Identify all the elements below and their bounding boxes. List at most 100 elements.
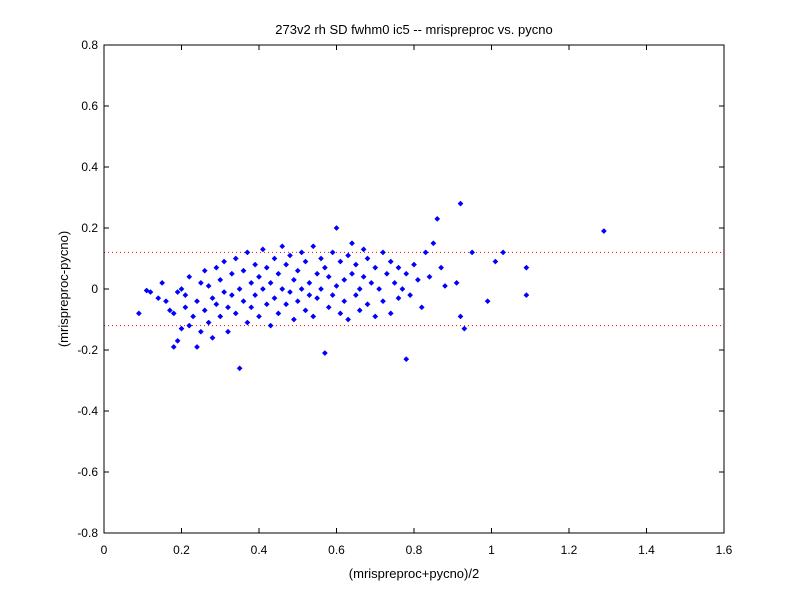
data-point (159, 279, 166, 286)
y-tick-label: 0.8 (81, 38, 98, 52)
data-point (213, 301, 220, 308)
y-tick-label: -0.6 (77, 465, 98, 479)
data-point (209, 334, 216, 341)
data-point (213, 264, 220, 271)
data-point (267, 279, 274, 286)
data-point (263, 301, 270, 308)
data-point (256, 273, 262, 280)
data-point (345, 316, 352, 323)
data-point (283, 261, 290, 268)
data-point (395, 264, 402, 271)
data-point (174, 289, 181, 296)
data-point (275, 270, 282, 277)
data-point (221, 258, 228, 265)
data-point (287, 289, 293, 296)
data-point (356, 307, 363, 314)
data-point (256, 313, 262, 320)
data-point (457, 200, 464, 207)
data-point (418, 304, 425, 311)
data-point (298, 249, 305, 256)
data-point (135, 310, 142, 317)
data-points (135, 200, 607, 372)
data-point (368, 279, 375, 286)
data-point (457, 313, 464, 320)
data-point (500, 249, 507, 256)
data-point (186, 273, 193, 280)
x-tick-label: 1 (488, 543, 495, 557)
data-point (380, 249, 386, 256)
data-point (248, 279, 255, 286)
data-point (372, 313, 379, 320)
data-point (267, 322, 274, 329)
data-point (294, 298, 301, 305)
data-point (399, 286, 406, 292)
data-point (201, 307, 208, 314)
x-tick-label: 0.8 (406, 543, 423, 557)
data-point (182, 292, 189, 299)
data-point (228, 292, 235, 299)
y-axis-label: (mrispreproc-pycno) (56, 231, 71, 347)
data-point (469, 249, 476, 256)
plot-area (104, 45, 724, 533)
data-point (252, 292, 259, 299)
data-point (372, 264, 379, 271)
data-point (364, 255, 371, 262)
data-point (356, 286, 363, 292)
data-point (383, 270, 390, 277)
data-point (232, 255, 239, 262)
data-point (170, 343, 177, 350)
data-point (430, 240, 437, 247)
data-point (201, 267, 208, 274)
data-point (163, 298, 169, 305)
data-point (438, 264, 445, 271)
reference-lines (104, 251, 724, 327)
data-point (275, 310, 282, 317)
x-tick-label: 0.4 (251, 543, 268, 557)
data-point (302, 307, 309, 314)
data-point (236, 365, 243, 372)
data-point (178, 286, 185, 292)
data-point (182, 304, 189, 311)
data-point (252, 261, 259, 268)
data-point (279, 243, 286, 250)
data-point (360, 273, 367, 280)
data-point (318, 286, 324, 292)
data-point (147, 289, 154, 296)
data-point (170, 310, 177, 317)
data-point (197, 279, 204, 286)
data-point (279, 286, 286, 292)
data-point (190, 313, 197, 320)
data-point (155, 295, 162, 302)
data-point (248, 304, 255, 311)
data-point (329, 292, 336, 299)
y-tick-label: -0.2 (77, 343, 98, 357)
data-point (244, 249, 251, 256)
x-tick-label: 1.4 (638, 543, 655, 557)
data-point (240, 298, 247, 305)
x-tick-label: 0.2 (173, 543, 190, 557)
data-point (387, 258, 394, 265)
x-axis-label: (mrispreproc+pycno)/2 (349, 566, 479, 581)
data-point (166, 307, 173, 314)
data-point (310, 243, 317, 250)
data-point (345, 252, 352, 259)
data-point (380, 298, 386, 305)
data-point (287, 252, 293, 259)
data-point (244, 319, 251, 326)
chart-title: 273v2 rh SD fwhm0 ic5 -- mrispreproc vs.… (275, 22, 552, 37)
data-point (387, 310, 394, 317)
x-tick-label: 1.6 (716, 543, 733, 557)
data-point (298, 286, 305, 292)
data-point (523, 292, 530, 299)
data-point (360, 246, 367, 253)
data-point (325, 273, 332, 280)
data-point (422, 249, 429, 256)
y-tick-label: -0.8 (77, 526, 98, 540)
data-point (337, 258, 344, 265)
x-tick-label: 0 (101, 543, 108, 557)
data-point (523, 264, 530, 271)
data-point (314, 270, 321, 277)
data-point (217, 276, 224, 283)
data-point (310, 313, 317, 320)
data-point (194, 298, 200, 305)
